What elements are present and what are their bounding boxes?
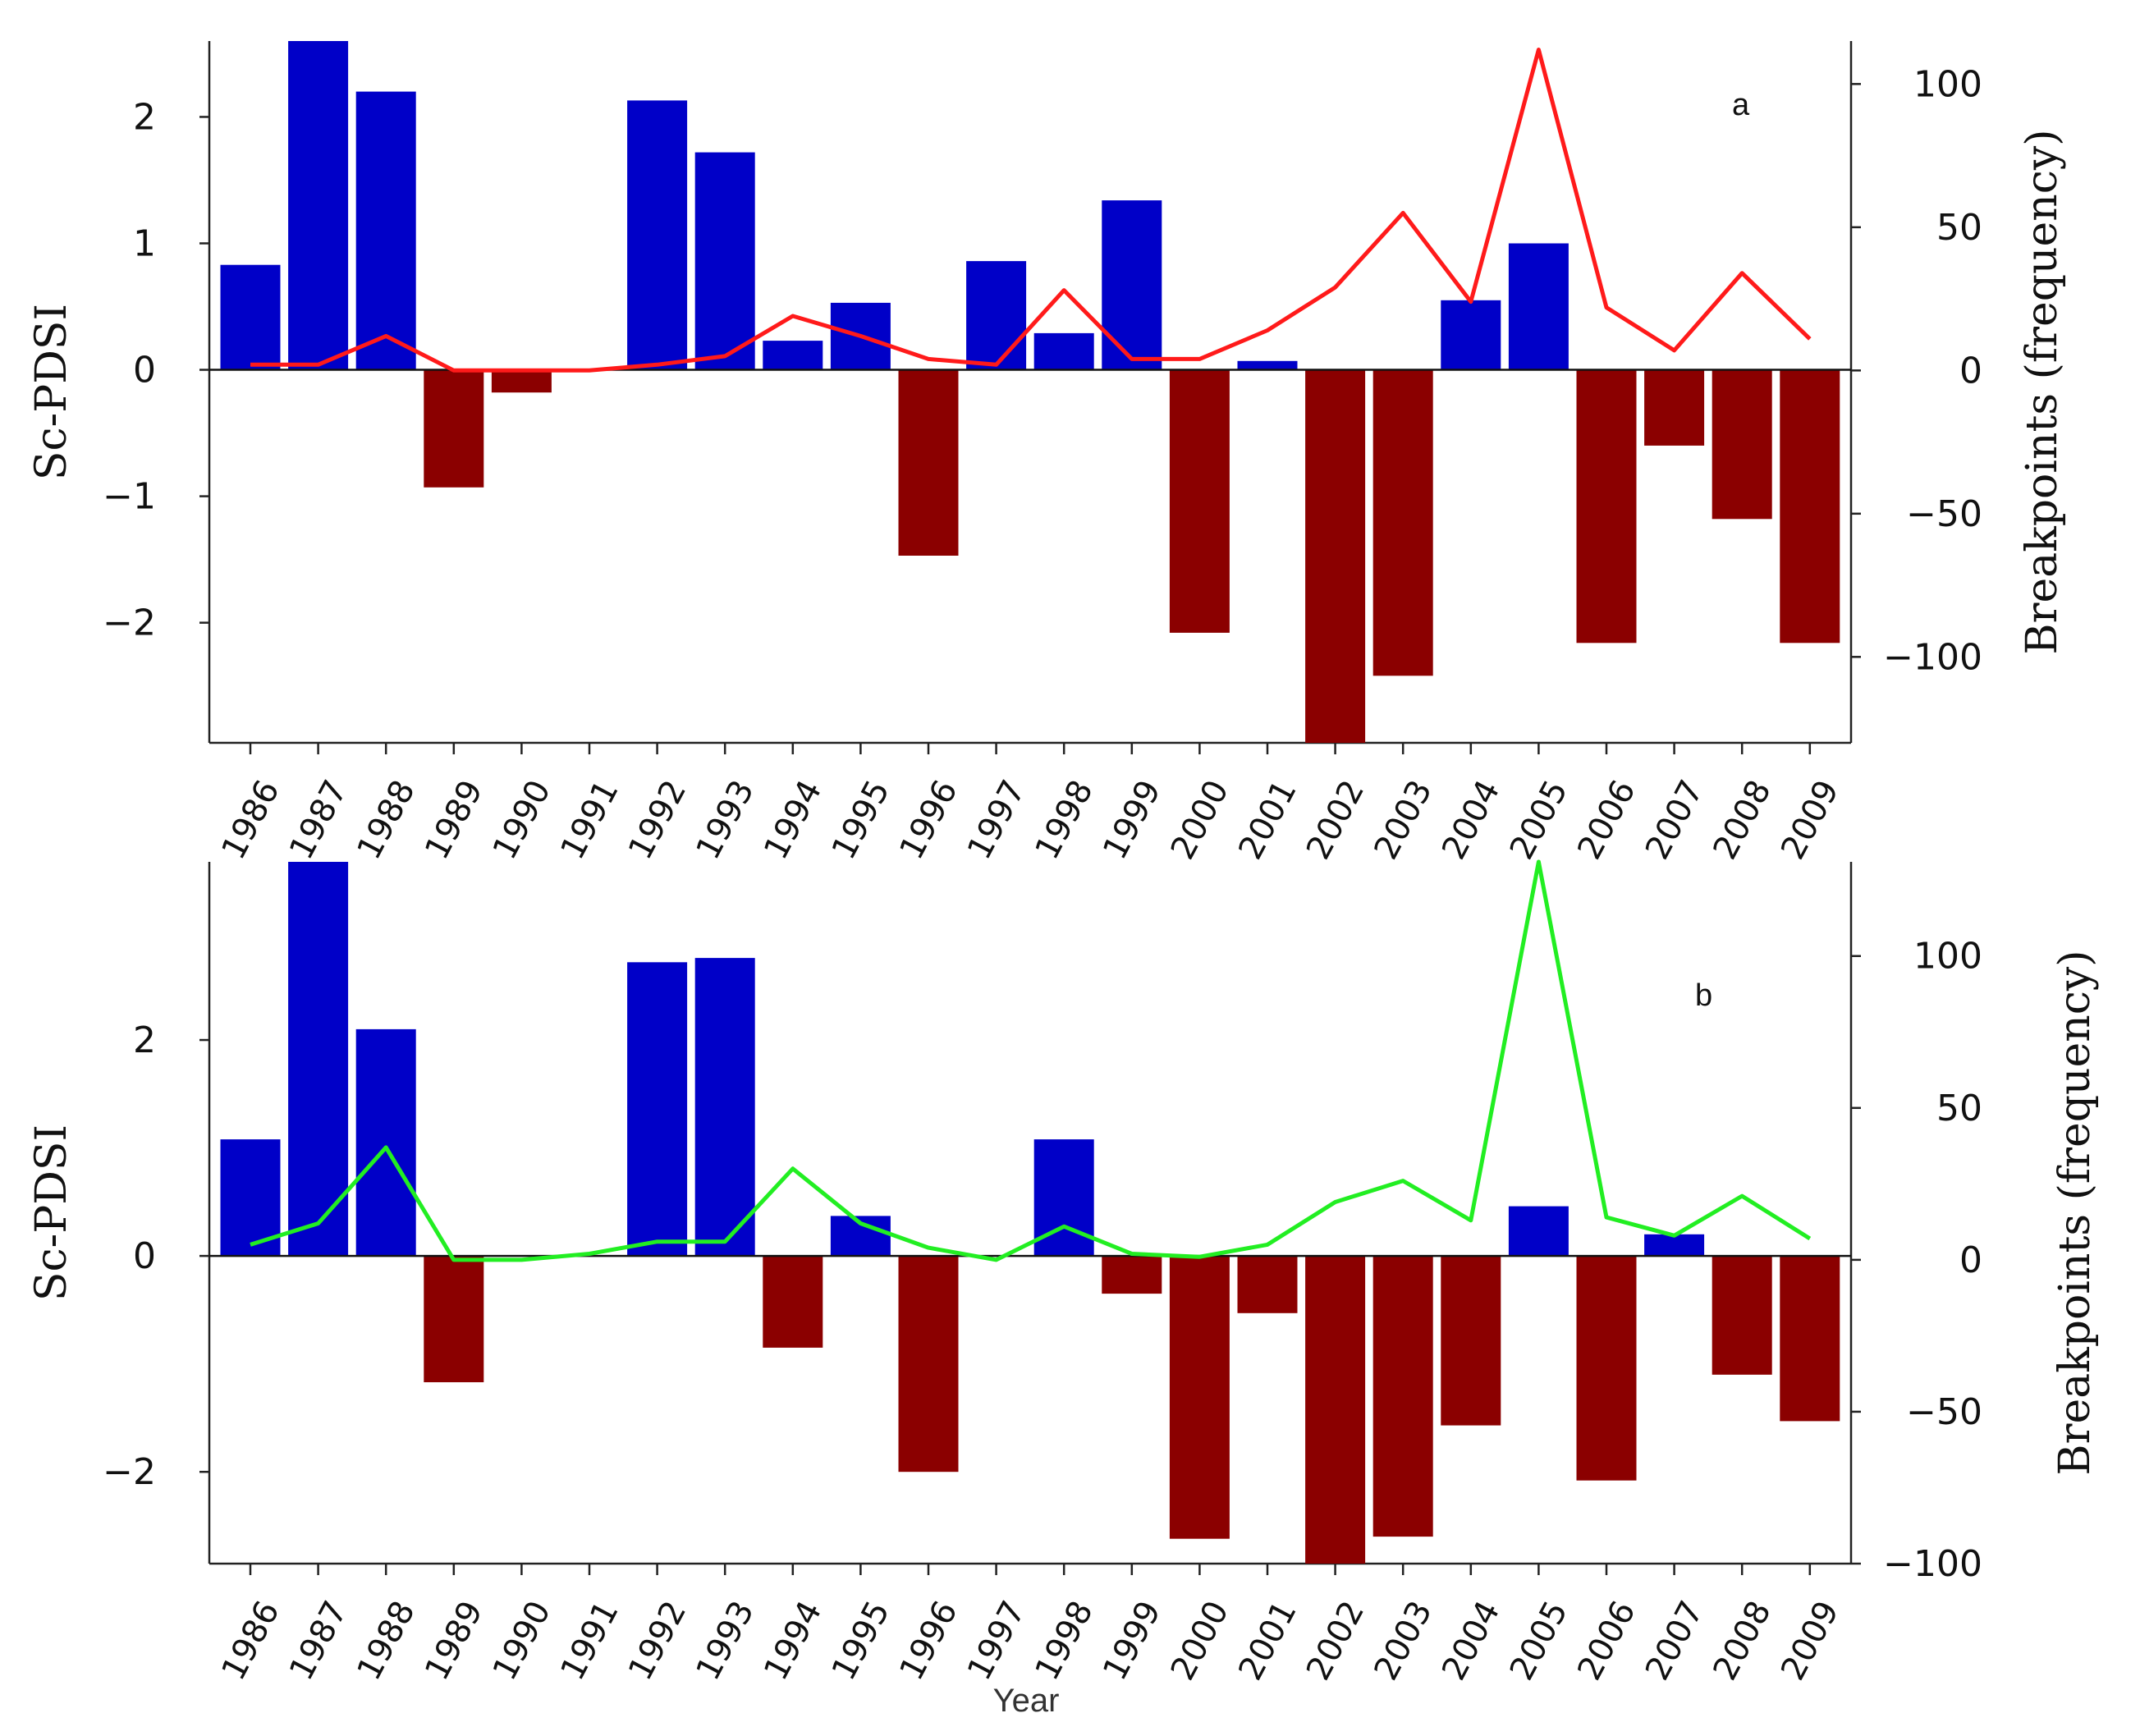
- panel-a-left-axis-title: Sc-PDSI: [27, 304, 76, 480]
- panel-b-line-points: [250, 861, 1810, 1260]
- panel-b-bar-2009: [1780, 1256, 1840, 1422]
- panel-a-bar-2005: [1508, 243, 1569, 370]
- panel-a-left-tick-label: −1: [103, 476, 156, 518]
- panel-a-bar-1990: [491, 369, 552, 393]
- panel-b-bar-1988: [355, 1028, 416, 1257]
- panel-a-bar-1999: [1102, 200, 1162, 370]
- panel-a-bar-1997: [966, 261, 1027, 370]
- panel-a-bar-1989: [424, 369, 484, 488]
- panel-b-right-tick-label: 0: [1959, 1239, 1982, 1281]
- panel-a-right-tick-label: −100: [1883, 636, 1982, 678]
- panel-a-right-ticks: −100 −50 0 50 100: [1851, 63, 1982, 678]
- panel-b-left-tick-label: −2: [103, 1451, 156, 1493]
- panel-b-bar-2000: [1169, 1256, 1230, 1539]
- panel-b-bar-1993: [694, 958, 755, 1257]
- panel-a-right-tick-label: 100: [1913, 63, 1982, 105]
- panel-a-line-points: [250, 49, 1810, 371]
- panel-a-bar-1992: [627, 100, 688, 370]
- panel-a-left-tick-label: 1: [133, 222, 156, 264]
- panel-a-bar-1988: [355, 91, 416, 370]
- panel-b-bar-2004: [1441, 1256, 1501, 1426]
- panel-b-bar-2002: [1305, 1256, 1366, 1564]
- panel-a-bar-2001: [1237, 360, 1298, 370]
- panel-a-bar-1998: [1033, 332, 1094, 370]
- panel-a-left-tick-label: 2: [133, 96, 156, 138]
- panel-a-bar-2003: [1372, 369, 1433, 676]
- panel-a-axes: [208, 41, 1853, 744]
- panel-b-left-ticks: −2 0 2: [103, 1019, 209, 1493]
- panel-a-right-tick-label: 50: [1936, 207, 1982, 249]
- panel-a-breakpoints-line: [250, 48, 1812, 373]
- panel-b-left-tick-label: 0: [133, 1235, 156, 1277]
- panel-a-bar-2002: [1305, 369, 1366, 743]
- panel-b-right-tick-label: 100: [1913, 936, 1982, 978]
- panel-b-bar-2006: [1576, 1256, 1637, 1481]
- panel-b-left-tick-label: 2: [133, 1019, 156, 1061]
- panel-a-bar-2007: [1644, 369, 1705, 446]
- panel-b-right-tick-label: −100: [1883, 1543, 1982, 1585]
- panel-b-bar-1987: [288, 862, 349, 1257]
- panel-b-bar-2001: [1237, 1256, 1298, 1313]
- panel-b-bar-1994: [763, 1256, 823, 1348]
- panel-a-bar-1994: [763, 341, 823, 370]
- panel-a-right-tick-label: −50: [1906, 493, 1982, 535]
- panel-a: −2−1012−100−5005010019861987198819891990…: [27, 41, 2067, 866]
- panel-a-bar-2009: [1780, 369, 1840, 644]
- panel-b-bar-2003: [1372, 1256, 1433, 1537]
- panel-b-axes: [208, 862, 1853, 1565]
- panel-b-right-ticks: −100 −50 0 50 100: [1851, 936, 1982, 1585]
- panel-b-bar-2008: [1712, 1256, 1772, 1375]
- panel-a-bars: [220, 41, 1840, 743]
- panel-b-bar-1992: [627, 962, 688, 1257]
- panel-a-bar-2008: [1712, 369, 1772, 520]
- panel-a-bar-2006: [1576, 369, 1637, 644]
- panel-b-bar-2005: [1508, 1206, 1569, 1257]
- panel-a-left-tick-label: −2: [103, 602, 156, 644]
- panel-a-right-axis-title: Breakpoints (frequency): [2018, 129, 2067, 654]
- panel-b-left-axis-title: Sc-PDSI: [27, 1125, 76, 1301]
- panel-a-right-tick-label: 0: [1959, 350, 1982, 392]
- panel-b-breakpoints-line: [250, 859, 1812, 1262]
- panel-b-bar-1999: [1102, 1256, 1162, 1294]
- panel-b-bar-2007: [1644, 1234, 1705, 1257]
- panel-a-bar-2000: [1169, 369, 1230, 633]
- panel-a-left-ticks: −2 −1 0 1 2: [103, 96, 209, 644]
- panel-b-bar-1996: [898, 1256, 959, 1473]
- x-axis-title: Year: [993, 1683, 1060, 1719]
- panel-a-bar-1993: [694, 152, 755, 370]
- panel-b-right-axis-title: Breakpoints (frequency): [2051, 950, 2100, 1475]
- panel-b-right-tick-label: 50: [1936, 1088, 1982, 1129]
- panel-a-label: a: [1732, 88, 1750, 122]
- panel-a-bar-1986: [220, 264, 281, 370]
- panel-b-label: b: [1695, 978, 1712, 1013]
- panel-a-left-tick-label: 0: [133, 350, 156, 392]
- panel-a-bar-2004: [1441, 300, 1501, 370]
- panel-a-bar-1987: [288, 41, 349, 370]
- panel-b-bar-1989: [424, 1256, 484, 1382]
- panel-a-bar-1996: [898, 369, 959, 556]
- panel-b-bars: [220, 862, 1840, 1564]
- panel-b-right-tick-label: −50: [1906, 1391, 1982, 1433]
